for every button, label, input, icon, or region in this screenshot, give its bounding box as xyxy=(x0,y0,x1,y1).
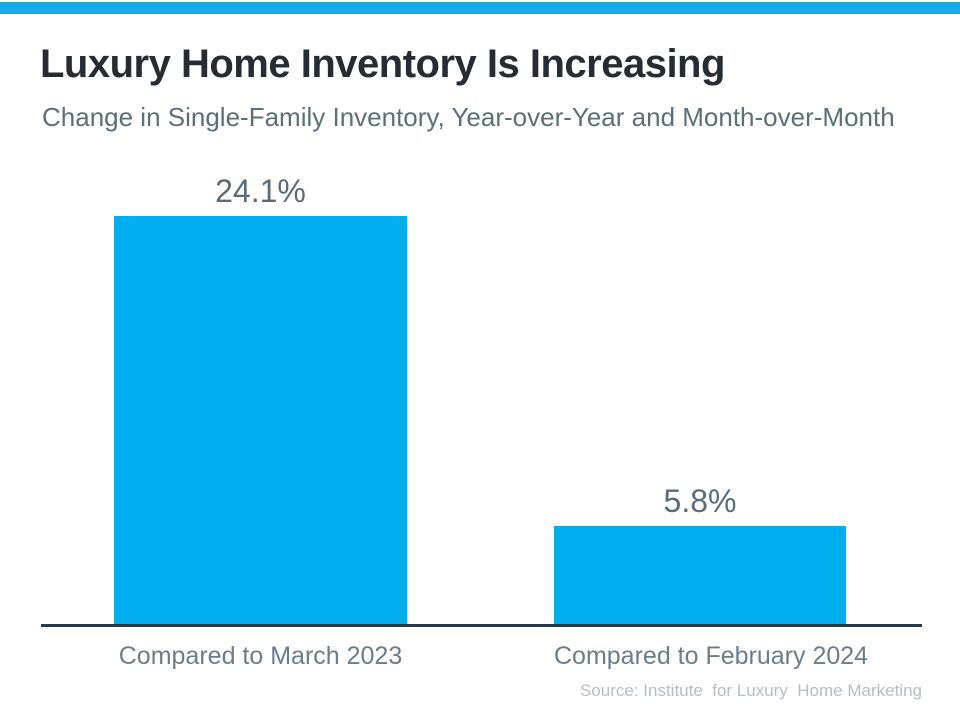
bar-group-february-2024: 5.8% xyxy=(554,485,846,624)
top-accent-strip xyxy=(0,2,960,14)
bar-march-2023 xyxy=(114,216,407,624)
page-title: Luxury Home Inventory Is Increasing xyxy=(40,42,725,86)
bar-chart: 24.1% 5.8% Compared to March 2023 Compar… xyxy=(41,150,922,670)
value-label: 5.8% xyxy=(663,483,737,519)
x-axis-line xyxy=(41,624,922,627)
category-label-february-2024: Compared to February 2024 xyxy=(554,642,869,670)
page-subtitle: Change in Single-Family Inventory, Year-… xyxy=(42,102,895,132)
source-note: Source: Institute for Luxury Home Market… xyxy=(579,681,922,700)
bar-february-2024 xyxy=(554,526,846,624)
bar-group-march-2023: 24.1% xyxy=(114,175,407,624)
category-label-march-2023: Compared to March 2023 xyxy=(118,642,403,670)
value-label: 24.1% xyxy=(215,173,306,209)
